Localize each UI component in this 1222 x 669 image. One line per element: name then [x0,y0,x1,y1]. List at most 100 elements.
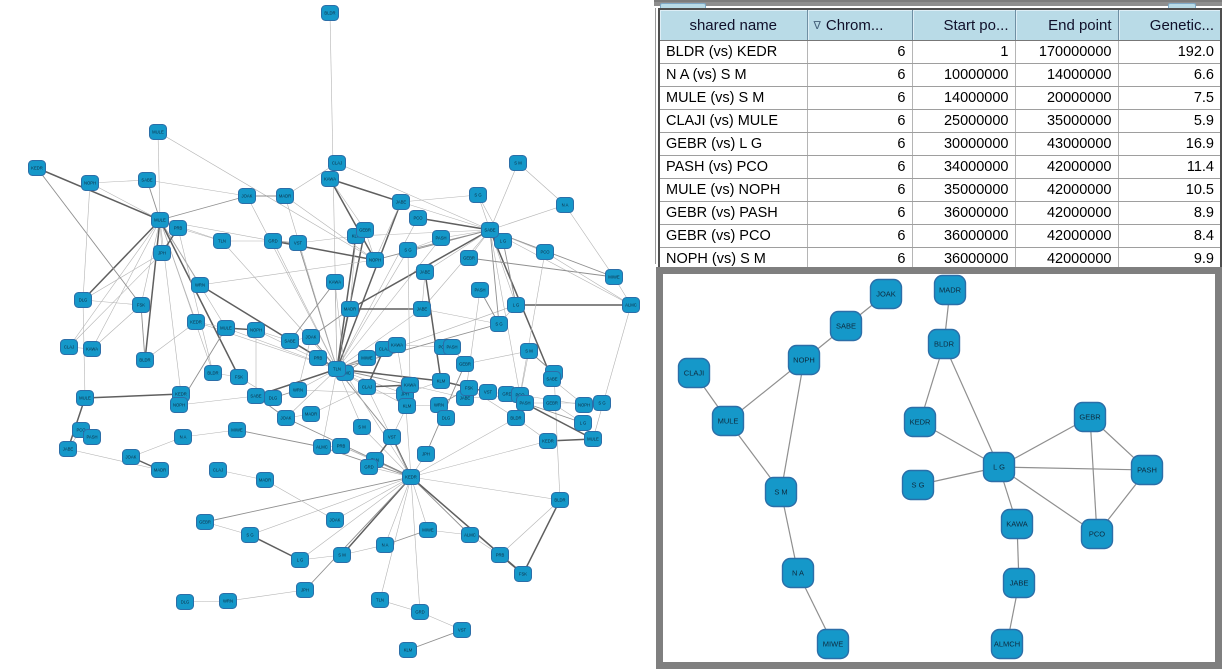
network-edge[interactable] [336,368,442,382]
network-edge[interactable] [140,219,161,306]
network-node[interactable]: S M [520,343,538,359]
network-edge[interactable] [349,235,357,310]
network-node[interactable]: JOAK [122,449,140,465]
network-node[interactable]: GRD [264,233,282,249]
network-node[interactable]: WRN [191,277,209,293]
network-edge[interactable] [780,359,805,493]
network-node[interactable]: GRD [411,604,429,620]
network-edge[interactable] [1089,416,1098,535]
network-edge[interactable] [336,162,491,231]
network-edge[interactable] [329,178,402,203]
network-edge[interactable] [329,12,338,370]
network-node[interactable]: PRB [332,438,350,454]
network-node[interactable]: KAWA [401,377,419,393]
network-node[interactable]: ALMC [461,527,479,543]
network-edge[interactable] [177,227,214,374]
network-node[interactable]: NOPH [247,322,265,338]
network-node[interactable]: MADR [933,274,967,306]
network-node[interactable]: PASH [471,282,489,298]
network-node[interactable]: MADR [341,301,359,317]
network-edge[interactable] [144,321,197,361]
network-node[interactable]: JOAK [238,188,256,204]
network-node[interactable]: KEDR [539,433,557,449]
main-network-canvas[interactable]: BLDR KEDR MULE NOPH SABE JOAK MADR CLAJ KAWA JABE… [0,0,648,669]
table-row[interactable]: BLDR (vs) KEDR 6 1 170000000 192.0 [660,40,1220,64]
network-edge[interactable] [410,476,471,536]
network-node[interactable]: S M [353,419,371,435]
network-node[interactable]: BLDR [136,352,154,368]
network-node[interactable]: GEBR [196,514,214,530]
network-node[interactable]: SABE [247,388,265,404]
network-edge[interactable] [336,308,423,370]
network-edge[interactable] [522,499,561,575]
network-edge[interactable] [998,466,1098,535]
table-cell[interactable]: 11.4 [1118,155,1220,179]
tab-fragment-left[interactable] [660,3,706,11]
network-node[interactable]: BLDR [927,328,961,360]
network-edge[interactable] [221,240,338,370]
network-edge[interactable] [284,162,338,197]
network-node[interactable]: KLM [432,373,450,389]
network-node[interactable]: BLDR [321,5,339,21]
table-cell[interactable]: 36000000 [912,247,1016,270]
network-edge[interactable] [67,448,161,471]
table-row[interactable]: MULE (vs) S M 6 14000000 20000000 7.5 [660,86,1220,110]
network-edge[interactable] [384,476,412,546]
network-node[interactable]: KEDR [903,406,937,438]
tab-fragment-right[interactable] [1168,3,1196,11]
network-edge[interactable] [544,251,632,306]
network-node[interactable]: FSK [132,297,150,313]
network-node[interactable]: GRD [360,459,378,475]
network-edge[interactable] [998,466,1148,471]
filter-funnel-icon[interactable]: ∇ [813,19,821,32]
table-cell[interactable]: MULE (vs) NOPH [660,178,808,202]
network-node[interactable]: MULE [217,320,235,336]
table-cell[interactable]: 43000000 [1015,132,1119,156]
table-row[interactable]: GEBR (vs) L G 6 30000000 43000000 16.9 [660,132,1220,156]
network-node[interactable]: ALMCH [990,628,1024,660]
table-row[interactable]: CLAJI (vs) MULE 6 25000000 35000000 5.9 [660,109,1220,133]
network-edge[interactable] [489,229,500,325]
network-edge[interactable] [361,426,412,478]
network-edge[interactable] [410,417,517,478]
table-cell[interactable]: 7.5 [1118,86,1220,110]
network-edge[interactable] [424,271,442,382]
table-cell[interactable]: 42000000 [1015,224,1119,248]
network-node[interactable]: FSK [230,369,248,385]
network-edge[interactable] [464,350,530,365]
network-edge[interactable] [310,386,368,415]
network-node[interactable]: N A [556,197,574,213]
network-edge[interactable] [410,476,421,613]
table-cell[interactable]: 8.4 [1118,224,1220,248]
network-node[interactable]: PCO [409,210,427,226]
table-cell[interactable]: 36000000 [912,224,1016,248]
table-cell[interactable]: N A (vs) S M [660,63,808,87]
network-node[interactable]: CLAJ [358,379,376,395]
network-node[interactable]: JOAK [277,410,295,426]
table-cell[interactable]: 35000000 [912,178,1016,202]
network-edge[interactable] [564,204,615,278]
table-cell[interactable]: NOPH (vs) S M [660,247,808,270]
network-edge[interactable] [502,240,517,306]
network-node[interactable]: MIWE [816,628,850,660]
network-node[interactable]: NOPH [575,397,593,413]
network-node[interactable]: JABE [416,264,434,280]
network-node[interactable]: PRB [309,350,327,366]
network-node[interactable]: PASH [516,395,534,411]
network-node[interactable]: S M [509,155,527,171]
network-edge[interactable] [553,372,561,501]
network-node[interactable]: S M [333,547,351,563]
column-header-0[interactable]: shared name [660,10,808,41]
network-edge[interactable] [249,476,412,536]
network-node[interactable]: S G [593,395,611,411]
network-edge[interactable] [304,476,412,591]
network-edge[interactable] [410,476,561,501]
network-node[interactable]: KLM [399,642,417,658]
network-edge[interactable] [321,368,338,448]
network-node[interactable]: SABE [281,333,299,349]
table-cell[interactable]: 6 [807,247,913,270]
network-node[interactable]: MADR [302,406,320,422]
table-cell[interactable]: 6 [807,63,913,87]
network-edge[interactable] [297,389,406,395]
network-node[interactable]: JPH [296,582,314,598]
